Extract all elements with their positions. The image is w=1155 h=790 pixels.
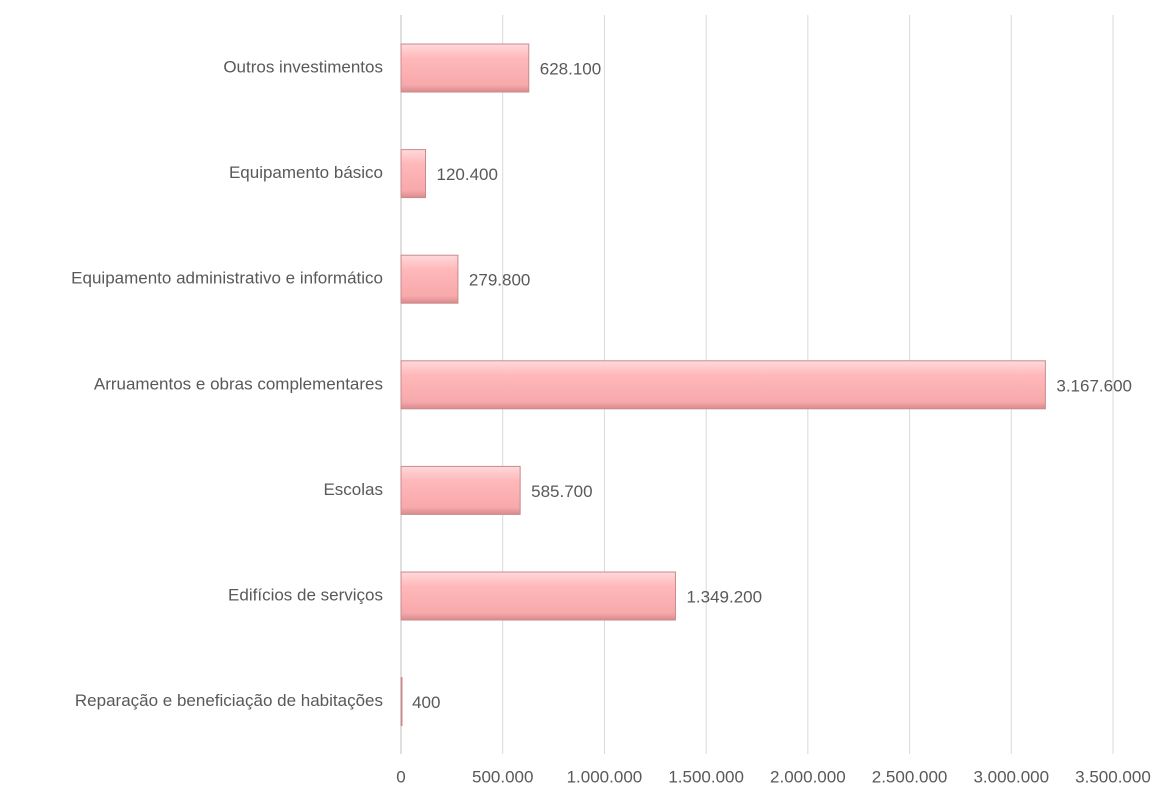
x-tick-label: 1.000.000 bbox=[567, 767, 643, 786]
y-tick-label: Escolas bbox=[323, 480, 383, 499]
y-tick-label: Arruamentos e obras complementares bbox=[94, 374, 383, 393]
bar bbox=[400, 254, 459, 304]
x-tick-label: 500.000 bbox=[472, 767, 533, 786]
bar bbox=[400, 43, 530, 93]
data-label: 628.100 bbox=[540, 59, 601, 78]
y-tick-label: Reparação e beneficiação de habitações bbox=[75, 691, 383, 710]
data-label: 400 bbox=[412, 693, 440, 712]
x-tick-label: 0 bbox=[396, 767, 405, 786]
y-tick-label: Outros investimentos bbox=[223, 57, 383, 76]
bar bbox=[400, 465, 521, 515]
x-tick-label: 2.000.000 bbox=[770, 767, 846, 786]
bar bbox=[400, 360, 1046, 410]
y-tick-label: Edifícios de serviços bbox=[228, 585, 383, 604]
x-tick-label: 3.000.000 bbox=[973, 767, 1049, 786]
bar bbox=[400, 677, 403, 727]
data-label: 279.800 bbox=[469, 271, 530, 290]
data-label: 120.400 bbox=[436, 165, 497, 184]
data-label: 1.349.200 bbox=[686, 587, 762, 606]
x-tick-label: 1.500.000 bbox=[668, 767, 744, 786]
data-label: 3.167.600 bbox=[1056, 376, 1132, 395]
y-tick-label: Equipamento administrativo e informático bbox=[71, 269, 383, 288]
data-label: 585.700 bbox=[531, 482, 592, 501]
bar bbox=[400, 149, 426, 199]
x-tick-label: 2.500.000 bbox=[872, 767, 948, 786]
y-tick-label: Equipamento básico bbox=[229, 163, 383, 182]
x-tick-label: 3.500.000 bbox=[1075, 767, 1151, 786]
bar bbox=[400, 571, 676, 621]
